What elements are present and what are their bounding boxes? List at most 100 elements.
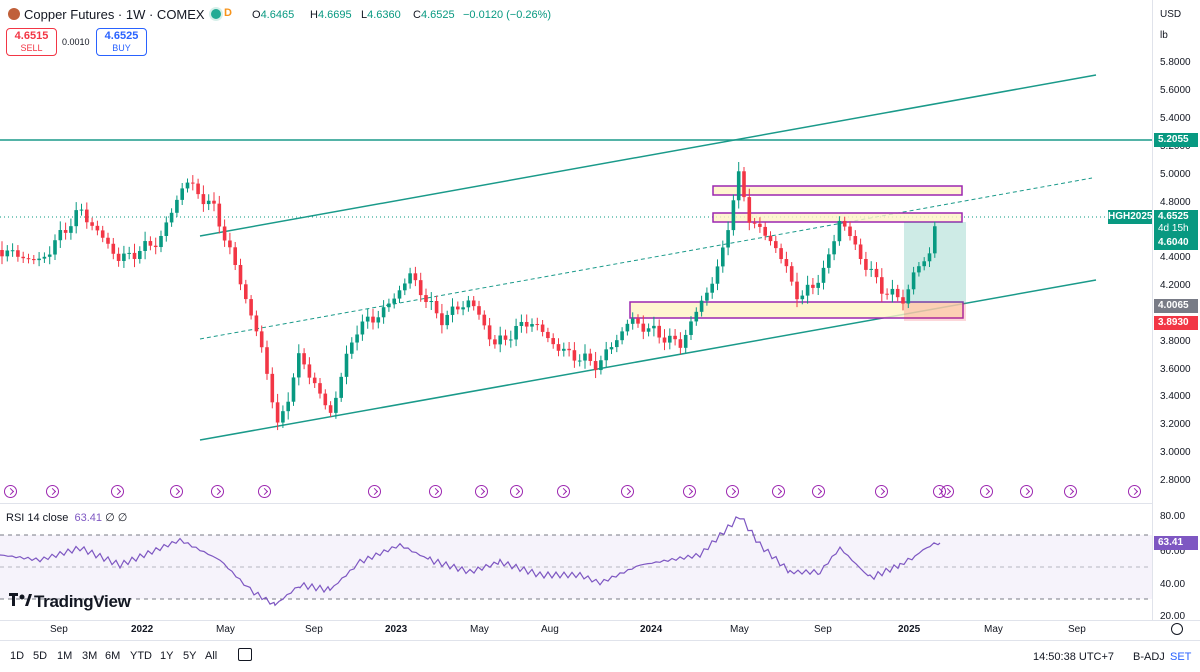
candle[interactable] xyxy=(816,282,820,288)
candle[interactable] xyxy=(752,222,757,224)
candle[interactable] xyxy=(365,316,370,322)
candle[interactable] xyxy=(392,298,396,304)
candle[interactable] xyxy=(477,306,481,315)
candle[interactable] xyxy=(758,223,762,227)
event-marker-icon[interactable] xyxy=(46,485,59,498)
candle[interactable] xyxy=(768,235,773,242)
candle[interactable] xyxy=(853,236,858,245)
candle[interactable] xyxy=(599,360,603,371)
event-marker-icon[interactable] xyxy=(1064,485,1077,498)
candle[interactable] xyxy=(609,347,614,350)
candle[interactable] xyxy=(562,348,566,351)
candle[interactable] xyxy=(196,183,200,195)
candle[interactable] xyxy=(249,299,253,316)
candle[interactable] xyxy=(302,353,306,365)
session-toggle[interactable]: SET xyxy=(1170,651,1192,663)
candle[interactable] xyxy=(577,360,582,362)
candle[interactable] xyxy=(694,311,699,322)
candle[interactable] xyxy=(69,226,73,233)
candle[interactable] xyxy=(164,222,169,236)
event-marker-icon[interactable] xyxy=(1020,485,1033,498)
candle[interactable] xyxy=(625,323,630,332)
pane-separator[interactable] xyxy=(0,503,1152,504)
candle[interactable] xyxy=(933,226,937,254)
candle[interactable] xyxy=(461,307,465,310)
candle[interactable] xyxy=(58,230,63,241)
candle[interactable] xyxy=(864,258,868,270)
candle[interactable] xyxy=(312,377,317,384)
candle[interactable] xyxy=(217,203,222,227)
candle[interactable] xyxy=(895,288,900,298)
candle[interactable] xyxy=(111,243,116,254)
candle[interactable] xyxy=(270,373,275,403)
candle[interactable] xyxy=(800,295,805,300)
candle[interactable] xyxy=(148,241,153,246)
event-marker-icon[interactable] xyxy=(510,485,523,498)
candle[interactable] xyxy=(736,171,741,201)
candle[interactable] xyxy=(318,383,322,394)
range-button-6m[interactable]: 6M xyxy=(105,650,121,662)
range-button-1m[interactable]: 1M xyxy=(57,650,73,662)
candle[interactable] xyxy=(169,212,174,223)
candle[interactable] xyxy=(763,226,767,236)
candle[interactable] xyxy=(551,338,555,345)
candle[interactable] xyxy=(710,283,714,293)
candle[interactable] xyxy=(874,268,879,278)
event-marker-icon[interactable] xyxy=(211,485,224,498)
candle[interactable] xyxy=(789,266,794,282)
range-button-1y[interactable]: 1Y xyxy=(160,650,174,662)
candle[interactable] xyxy=(74,210,78,227)
candle[interactable] xyxy=(79,209,84,211)
clock[interactable]: 14:50:38 UTC+7 xyxy=(1033,651,1115,663)
candle[interactable] xyxy=(922,261,926,267)
candle[interactable] xyxy=(657,325,661,338)
candle[interactable] xyxy=(493,339,497,345)
candle[interactable] xyxy=(858,244,863,259)
candle[interactable] xyxy=(403,283,407,291)
event-marker-icon[interactable] xyxy=(475,485,488,498)
candle[interactable] xyxy=(344,353,349,377)
sell-button[interactable]: 4.6515 SELL xyxy=(6,28,57,56)
candle[interactable] xyxy=(636,318,640,324)
candle[interactable] xyxy=(869,268,873,270)
candle[interactable] xyxy=(546,331,550,339)
candle[interactable] xyxy=(90,222,94,226)
candle[interactable] xyxy=(307,364,312,378)
candle[interactable] xyxy=(535,324,540,326)
candle[interactable] xyxy=(21,256,25,259)
candle[interactable] xyxy=(530,324,534,327)
candle[interactable] xyxy=(434,301,439,314)
candle[interactable] xyxy=(418,280,423,296)
candle[interactable] xyxy=(842,220,847,227)
candle[interactable] xyxy=(630,318,635,324)
adjustment-toggle[interactable]: B-ADJ xyxy=(1133,651,1165,663)
candle[interactable] xyxy=(85,209,89,223)
candle[interactable] xyxy=(376,317,381,323)
candle[interactable] xyxy=(387,303,391,308)
candle[interactable] xyxy=(668,335,672,343)
candle[interactable] xyxy=(297,353,301,378)
candle[interactable] xyxy=(16,250,20,257)
candle[interactable] xyxy=(244,284,248,300)
candle[interactable] xyxy=(471,300,476,307)
candle[interactable] xyxy=(721,247,725,267)
event-marker-icon[interactable] xyxy=(812,485,825,498)
range-button-5y[interactable]: 5Y xyxy=(183,650,197,662)
candle[interactable] xyxy=(556,344,561,351)
candle[interactable] xyxy=(106,237,110,244)
event-marker-icon[interactable] xyxy=(429,485,442,498)
candle[interactable] xyxy=(138,250,142,259)
candle[interactable] xyxy=(514,325,518,340)
candle[interactable] xyxy=(678,339,683,348)
candle[interactable] xyxy=(355,334,359,343)
candle[interactable] xyxy=(328,405,333,413)
event-marker-icon[interactable] xyxy=(980,485,993,498)
event-marker-icon[interactable] xyxy=(4,485,17,498)
candle[interactable] xyxy=(901,297,905,304)
candle[interactable] xyxy=(233,247,237,265)
candle[interactable] xyxy=(620,331,624,341)
candle[interactable] xyxy=(572,350,577,361)
candle[interactable] xyxy=(371,316,375,323)
candle[interactable] xyxy=(604,349,608,361)
candle[interactable] xyxy=(10,250,15,252)
